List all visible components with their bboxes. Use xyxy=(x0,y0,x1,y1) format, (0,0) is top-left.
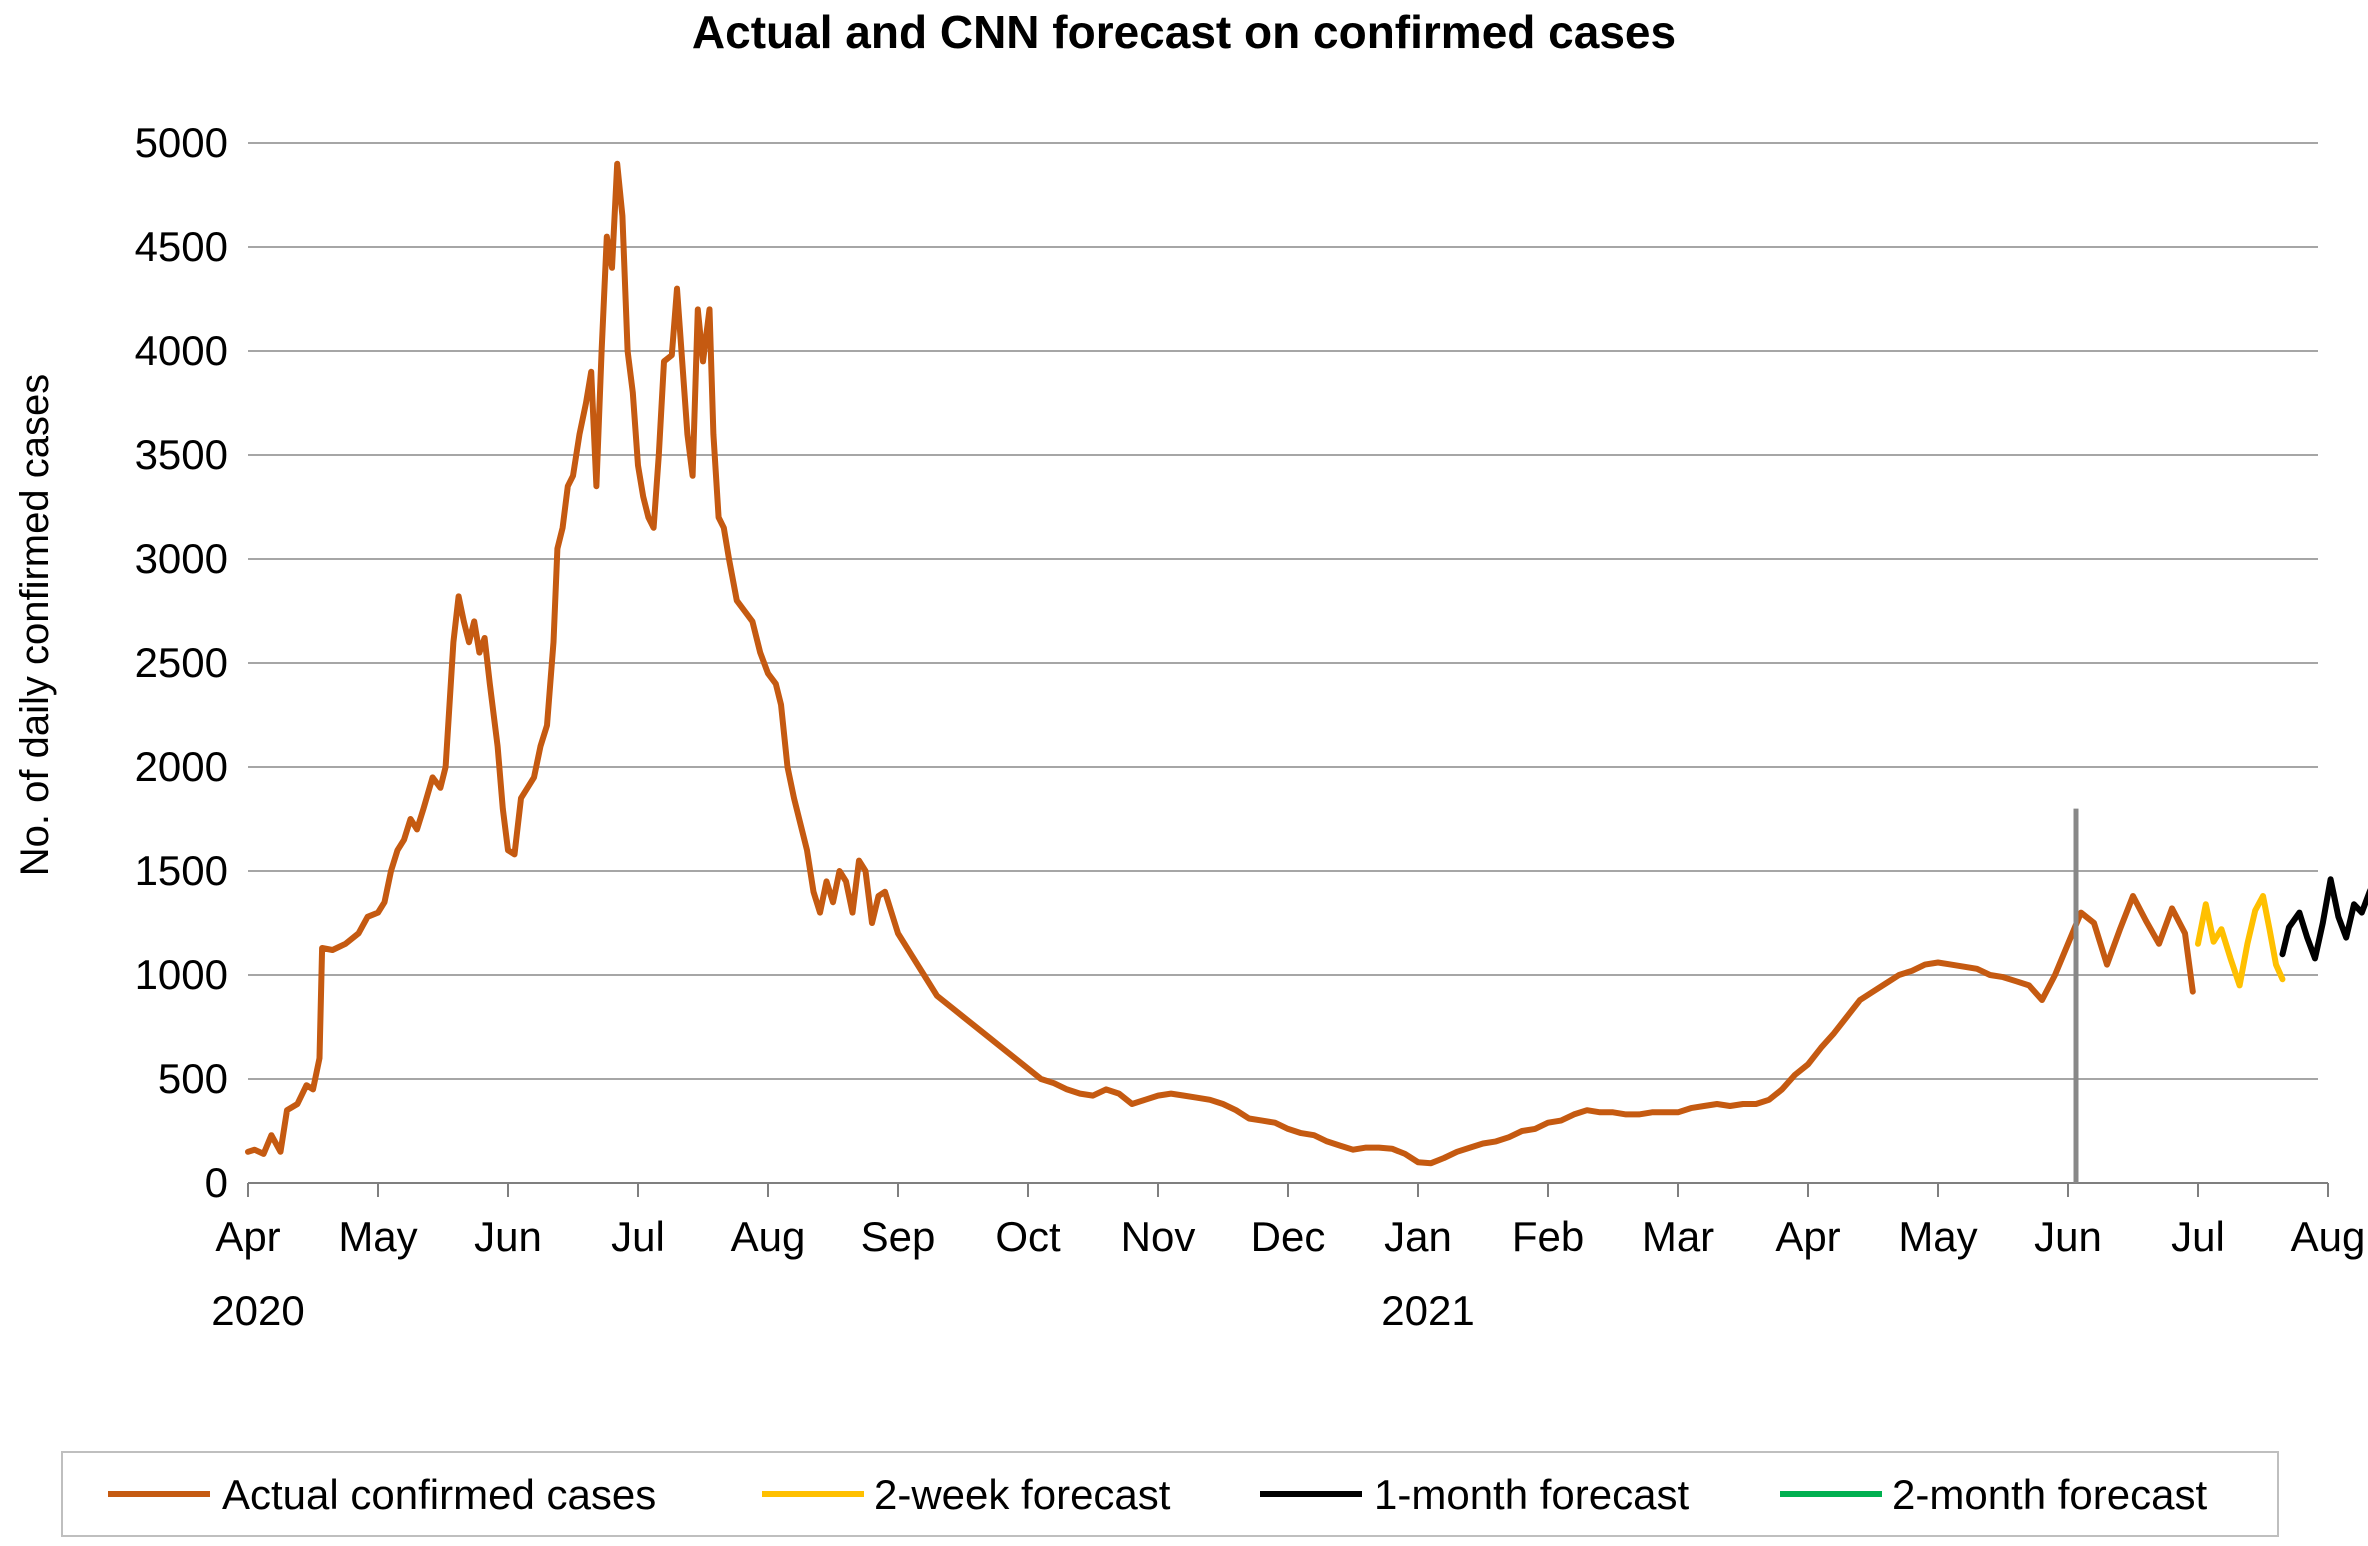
legend-label-2-week: 2-week forecast xyxy=(874,1471,1171,1518)
x-tick-label: Dec xyxy=(1251,1213,1326,1260)
y-axis-ticks: 0 500 1000 1500 2000 2500 3000 3500 4000 4500 5000 xyxy=(135,119,228,1206)
x-tick-label: Jan xyxy=(1384,1213,1452,1260)
x-tick-label: Jun xyxy=(2034,1213,2102,1260)
x-tick-label: Aug xyxy=(2291,1213,2366,1260)
legend-label-actual: Actual confirmed cases xyxy=(222,1471,656,1518)
legend-label-1-month: 1-month forecast xyxy=(1374,1471,1689,1518)
x-tick-label: Jul xyxy=(611,1213,665,1260)
y-tick-label: 4000 xyxy=(135,327,228,374)
x-tick-label: Apr xyxy=(1775,1213,1840,1260)
legend: Actual confirmed cases 2-week forecast 1… xyxy=(61,1451,2279,1537)
series-lines xyxy=(245,160,2368,1167)
x-tick-label: Aug xyxy=(731,1213,806,1260)
chart-title: Actual and CNN forecast on confirmed cas… xyxy=(692,6,1676,58)
y-tick-label: 0 xyxy=(205,1159,228,1206)
x-tick-label: Mar xyxy=(1642,1213,1714,1260)
y-tick-label: 2500 xyxy=(135,639,228,686)
x-tick-label: Apr xyxy=(215,1213,280,1260)
y-tick-label: 500 xyxy=(158,1055,228,1102)
x-tick-label: Jul xyxy=(2171,1213,2225,1260)
y-tick-label: 3000 xyxy=(135,535,228,582)
series-line-0 xyxy=(245,160,2196,1167)
y-tick-label: 1500 xyxy=(135,847,228,894)
x-axis: Apr May Jun Jul Aug Sep Oct Nov Dec Jan Feb Mar Apr M… xyxy=(211,1182,2366,1334)
legend-box xyxy=(61,1451,2279,1537)
y-tick-label: 1000 xyxy=(135,951,228,998)
x-tick-label: Nov xyxy=(1121,1213,1196,1260)
x-year-label: 2021 xyxy=(1381,1287,1474,1334)
x-tick-label: Sep xyxy=(861,1213,936,1260)
x-tick-label: May xyxy=(1898,1213,1977,1260)
x-tick-label: Feb xyxy=(1512,1213,1584,1260)
y-axis-label: No. of daily confirmed cases xyxy=(13,374,57,876)
series-line-2 xyxy=(2279,876,2368,962)
x-year-label: 2020 xyxy=(211,1287,304,1334)
legend-label-2-month: 2-month forecast xyxy=(1892,1471,2207,1518)
y-tick-label: 2000 xyxy=(135,743,228,790)
y-tick-label: 4500 xyxy=(135,223,228,270)
y-tick-label: 5000 xyxy=(135,119,228,166)
series-line-1 xyxy=(2195,893,2286,989)
x-tick-label: Oct xyxy=(995,1213,1061,1260)
y-tick-label: 3500 xyxy=(135,431,228,478)
x-tick-label: May xyxy=(338,1213,417,1260)
gridlines xyxy=(248,142,2318,1080)
x-tick-label: Jun xyxy=(474,1213,542,1260)
